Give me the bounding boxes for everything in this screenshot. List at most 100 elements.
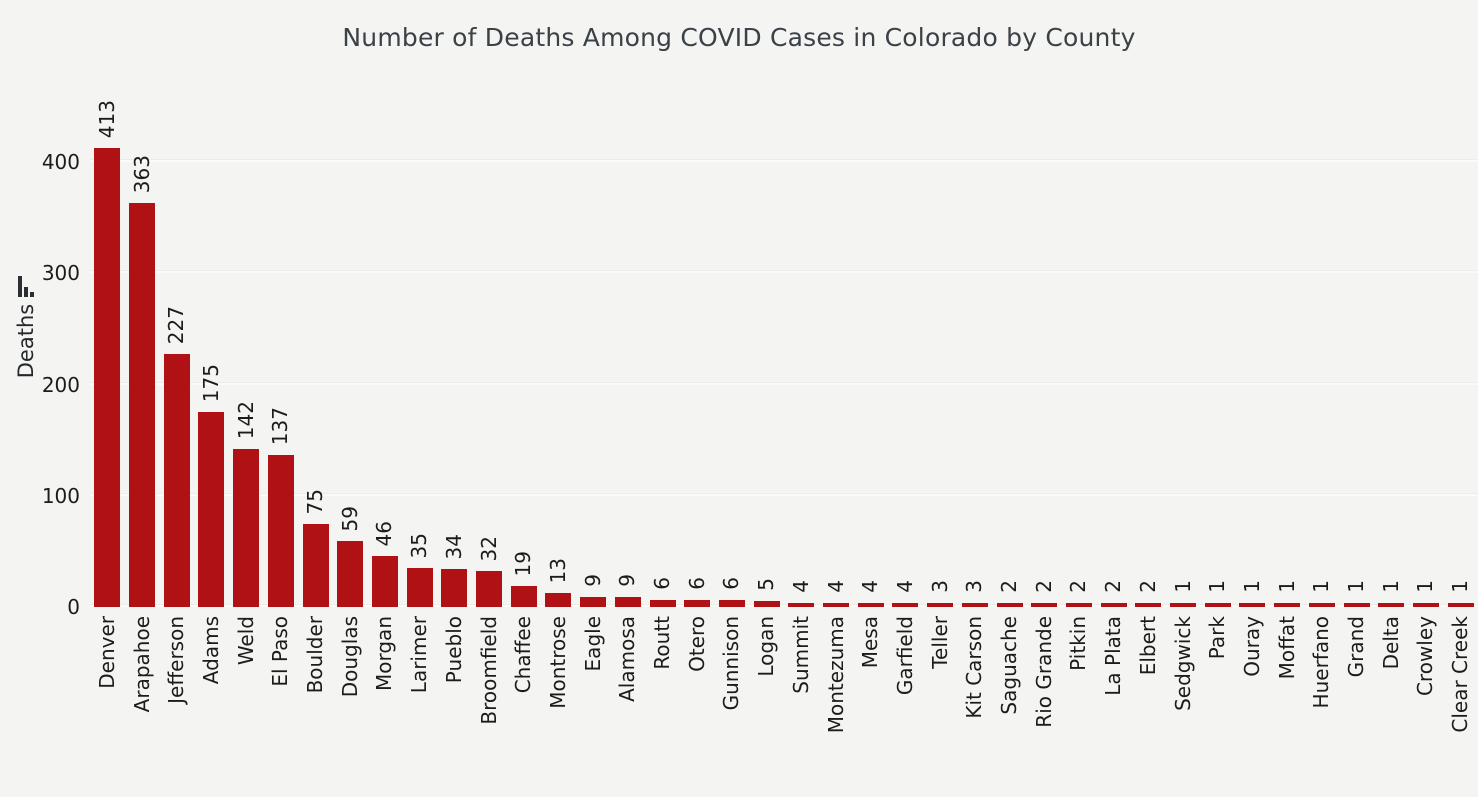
bar-kit-carson	[961, 603, 988, 607]
chart-title: Number of Deaths Among COVID Cases in Co…	[342, 23, 1136, 52]
bar-garfield	[892, 603, 919, 607]
x-tick-label: Moffat	[1274, 616, 1299, 680]
bar-value-label-wrap: 413	[90, 100, 125, 143]
bar-value-label: 2	[1066, 580, 1091, 593]
x-tick-label: Mesa	[858, 616, 883, 669]
bar-alamosa	[614, 597, 641, 607]
bar-value-label-wrap: 2	[992, 574, 1027, 598]
bar-value-label: 1	[1205, 580, 1230, 593]
bar-douglas	[337, 541, 364, 607]
bar-value-label: 6	[650, 577, 675, 590]
y-tick-label: 0	[67, 595, 80, 619]
x-tick-label: Gunnison	[719, 616, 744, 711]
bar-value-label-wrap: 1	[1374, 574, 1409, 598]
y-tick-label: 400	[41, 150, 80, 174]
x-tick-label-wrap: Otero	[680, 616, 715, 677]
bar-morgan	[371, 556, 398, 607]
gridline-y-100	[90, 492, 1478, 496]
bar-value-label-wrap: 2	[1096, 574, 1131, 598]
bar-value-label-wrap: 4	[784, 574, 819, 598]
x-tick-label-wrap: La Plata	[1096, 616, 1131, 701]
bar-routt	[649, 600, 676, 607]
bar-clear-creek	[1447, 603, 1474, 607]
bar-value-label-wrap: 6	[645, 571, 680, 595]
bar-broomfield	[476, 571, 503, 607]
x-tick-label: Douglas	[337, 616, 362, 698]
bar-value-label: 3	[962, 580, 987, 593]
x-tick-label-wrap: Teller	[923, 616, 958, 674]
bar-value-label-wrap: 32	[472, 536, 507, 566]
x-tick-label-wrap: Summit	[784, 616, 819, 699]
x-tick-label: Routt	[650, 616, 675, 670]
bar-ouray	[1239, 603, 1266, 607]
bar-value-label-wrap: 35	[402, 533, 437, 563]
bar-crowley	[1412, 603, 1439, 607]
bar-value-label-wrap: 1	[1409, 574, 1444, 598]
x-tick-label-wrap: Park	[1200, 616, 1235, 664]
x-tick-label-wrap: Grand	[1339, 616, 1374, 682]
x-tick-label-wrap: Denver	[90, 616, 125, 694]
bar-value-label-wrap: 4	[819, 574, 854, 598]
bar-pueblo	[441, 569, 468, 607]
bar-value-label: 4	[823, 580, 848, 593]
bar-sedgwick	[1170, 603, 1197, 607]
bar-adams	[198, 412, 225, 607]
x-tick-label: La Plata	[1101, 616, 1126, 696]
y-axis-title-text: Deaths	[14, 303, 38, 379]
gridline-y-400	[90, 159, 1478, 162]
x-tick-label: Arapahoe	[129, 616, 154, 713]
x-tick-label: Elbert	[1135, 616, 1160, 676]
x-tick-label: Adams	[198, 616, 223, 685]
y-tick-label: 300	[41, 261, 80, 286]
x-tick-label: Alamosa	[615, 616, 640, 702]
bar-value-label-wrap: 3	[923, 574, 958, 598]
bar-value-label: 1	[1344, 580, 1369, 593]
bar-value-label-wrap: 1	[1166, 574, 1201, 598]
bar-value-label: 59	[337, 505, 362, 531]
bar-value-label: 1	[1378, 580, 1403, 593]
x-tick-label-wrap: Moffat	[1270, 616, 1305, 684]
bar-value-label: 1	[1413, 580, 1438, 593]
bar-value-label: 413	[94, 99, 119, 138]
x-tick-label: Clear Creek	[1448, 616, 1473, 733]
bar-rio-grande	[1031, 603, 1058, 607]
x-tick-label: Summit	[788, 616, 813, 694]
x-tick-label-wrap: Elbert	[1131, 616, 1166, 680]
x-tick-label: Otero	[684, 616, 709, 672]
x-tick-label: Eagle	[580, 616, 605, 672]
x-tick-label-wrap: Larimer	[402, 616, 437, 698]
bar-value-label: 1	[1239, 580, 1264, 593]
x-tick-label: Weld	[233, 616, 258, 666]
x-tick-label-wrap: Pueblo	[437, 616, 472, 688]
bar-value-label: 75	[303, 488, 328, 514]
x-tick-label-wrap: Eagle	[576, 616, 611, 676]
bar-value-label-wrap: 13	[541, 558, 576, 588]
bar-value-label-wrap: 3	[958, 574, 993, 598]
bar-chart-icon-bar	[30, 291, 34, 297]
gridline-y-300	[90, 270, 1478, 274]
bar-value-label-wrap: 1	[1270, 574, 1305, 598]
bar-larimer	[406, 568, 433, 607]
x-tick-label: Montrose	[545, 616, 570, 709]
bar-eagle	[580, 597, 607, 607]
x-tick-label-wrap: Adams	[194, 616, 229, 689]
x-tick-label: Teller	[927, 616, 952, 669]
x-tick-label-wrap: Mesa	[853, 616, 888, 673]
bar-chart-icon-bar	[24, 286, 28, 297]
bar-delta	[1378, 603, 1405, 607]
bar-value-label-wrap: 227	[159, 306, 194, 349]
bar-jefferson	[163, 354, 190, 607]
x-tick-label: Larimer	[407, 616, 432, 694]
x-tick-label-wrap: Broomfield	[472, 616, 507, 730]
x-tick-label: Pueblo	[441, 616, 466, 684]
gridline-y-0	[90, 604, 1478, 607]
bar-value-label: 3	[927, 580, 952, 593]
bar-value-label-wrap: 2	[1027, 574, 1062, 598]
x-tick-label-wrap: Saguache	[992, 616, 1027, 720]
x-tick-label: Kit Carson	[962, 616, 987, 719]
y-tick-label: 200	[41, 372, 80, 397]
x-tick-label-wrap: Jefferson	[159, 616, 194, 709]
bar-value-label-wrap: 2	[1062, 574, 1097, 598]
x-tick-label-wrap: Rio Grande	[1027, 616, 1062, 733]
bar-moffat	[1274, 603, 1301, 607]
